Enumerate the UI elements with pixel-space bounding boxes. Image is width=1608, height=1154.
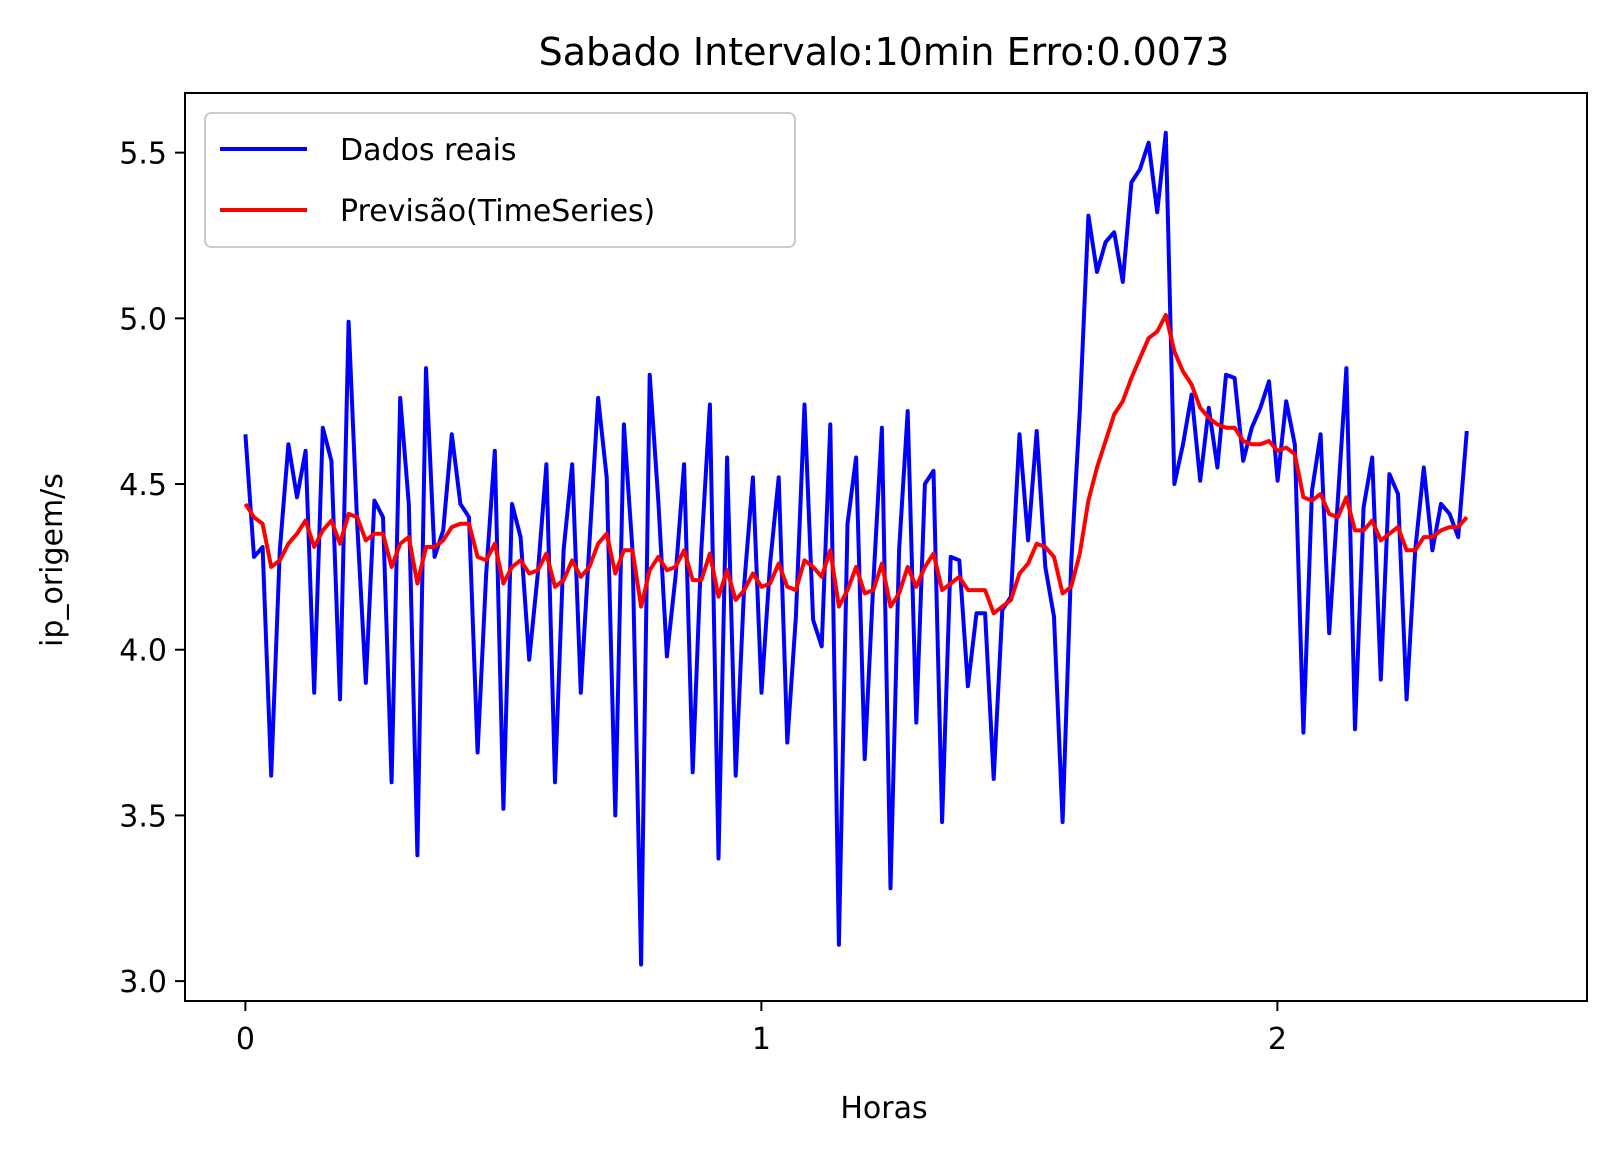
series-layer — [243, 130, 1469, 967]
y-tick-label: 5.5 — [119, 137, 167, 172]
chart-title: Sabado Intervalo:10min Erro:0.0073 — [539, 30, 1230, 74]
x-tick-label: 2 — [1268, 1022, 1287, 1057]
y-tick-label: 5.0 — [119, 302, 167, 337]
y-tick-label: 3.5 — [119, 799, 167, 834]
series-line-1 — [243, 313, 1469, 616]
legend: Dados reais Previsão(TimeSeries) — [204, 112, 796, 248]
x-tick-label: 0 — [236, 1022, 255, 1057]
plot-frame — [184, 92, 1588, 1002]
x-tick-label: 1 — [752, 1022, 771, 1057]
y-axis-label: ip_origem/s — [35, 473, 70, 647]
y-tick-label: 4.0 — [119, 634, 167, 669]
x-axis-label: Horas — [840, 1091, 927, 1126]
y-axis: 3.0 3.5 4.0 4.5 5.0 5.5 — [119, 137, 185, 1000]
legend-frame — [204, 112, 796, 248]
y-tick-label: 3.0 — [119, 965, 167, 1000]
series-line-0 — [243, 130, 1469, 967]
x-axis: 0 1 2 — [236, 1001, 1287, 1057]
legend-label-previsao: Previsão(TimeSeries) — [340, 194, 655, 229]
y-tick-label: 4.5 — [119, 468, 167, 503]
legend-label-dados-reais: Dados reais — [340, 133, 517, 168]
